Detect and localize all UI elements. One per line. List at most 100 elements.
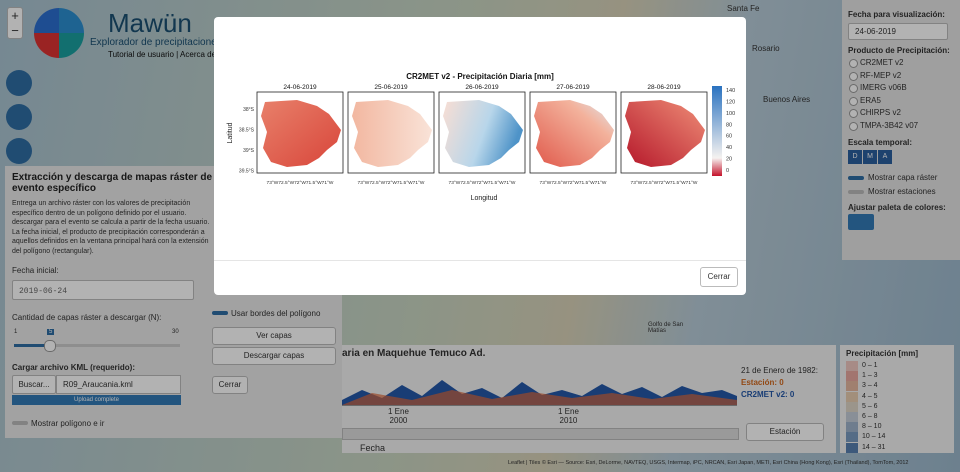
map-label: Golfo de San Matías [648, 322, 684, 334]
hover-date: 21 de Enero de 1982: [741, 366, 818, 375]
radio-label: TMPA-3B42 v07 [860, 120, 919, 130]
radio-label: ERA5 [860, 95, 881, 105]
toggle-label: Mostrar capa ráster [868, 173, 938, 182]
colorbar-label: 80 [726, 122, 732, 128]
y-tick-label: 39.5°S [239, 169, 255, 175]
scale-button[interactable]: A [878, 150, 892, 164]
range-selector[interactable] [342, 428, 739, 440]
heatmap [534, 100, 614, 167]
colorbar-label: 120 [726, 99, 735, 105]
toggle[interactable] [848, 190, 864, 194]
legend-swatch [846, 361, 858, 371]
app-links[interactable]: Tutorial de usuario | Acerca de [108, 50, 217, 59]
app-subtitle: Explorador de precipitaciones [90, 37, 222, 48]
legend-swatch [846, 412, 858, 422]
scale-button[interactable]: M [863, 150, 877, 164]
radio[interactable] [849, 96, 858, 106]
panel-frame [256, 91, 344, 174]
panel-frame [529, 91, 617, 174]
zoom-control[interactable]: + − [7, 7, 23, 39]
legend-label: 6 – 8 [862, 413, 878, 420]
y-tick-label: 38°S [243, 107, 255, 113]
panel-frame [620, 91, 708, 174]
close-button[interactable]: Cerrar [212, 376, 248, 394]
panel-description: Entrega un archivo ráster con los valore… [12, 200, 210, 255]
x-tick-label: 73°W72.5°W72°W71.5°W71°W [449, 180, 516, 186]
x-tick-label: 1 Ene 2010 [558, 407, 579, 425]
panel-date: 27-06-2019 [556, 84, 590, 91]
x-tick-label: 73°W72.5°W72°W71.5°W71°W [540, 180, 607, 186]
legend-label: 4 – 5 [862, 392, 878, 400]
field-label: Fecha para visualización: [848, 10, 945, 19]
view-button[interactable]: Ver capas [212, 327, 336, 345]
colorbar-label: 40 [726, 145, 732, 151]
legend-label: 0 – 1 [862, 362, 878, 369]
series-area [342, 390, 737, 405]
browse-button[interactable]: Buscar... [12, 375, 56, 394]
toggle[interactable] [212, 311, 228, 315]
slider-handle[interactable] [44, 340, 56, 352]
radio[interactable] [849, 59, 858, 68]
slider-min: 1 [14, 329, 18, 335]
toggle-label: Mostrar polígono e ir [31, 419, 105, 428]
x-axis-label: Fecha [360, 443, 386, 453]
attribution: Leaflet | Tiles © Esri — Source: Esri, D… [508, 460, 909, 466]
legend-swatch [846, 401, 858, 412]
upload-progress: Upload complete [12, 395, 181, 405]
date-input[interactable]: 2019-06-24 [12, 280, 194, 300]
toggle[interactable] [848, 176, 864, 180]
x-tick-label: 73°W72.5°W72°W71.5°W71°W [358, 180, 425, 186]
legend-swatch [846, 442, 858, 453]
slider-value: 5 [47, 329, 55, 335]
x-axis [342, 405, 737, 406]
panel-date: 24-06-2019 [283, 84, 317, 91]
colorbar-label: 60 [726, 134, 732, 140]
panel-date: 26-06-2019 [465, 84, 499, 91]
slider-max: 30 [172, 329, 179, 335]
radio[interactable] [849, 71, 858, 81]
legend-swatch [846, 381, 858, 392]
panel-title: Extracción y descarga de mapas ráster de… [12, 172, 213, 194]
station-button[interactable]: Estación [746, 423, 824, 441]
field-label: Cargar archivo KML (requerido): [12, 363, 135, 372]
toggle-label: Usar bordes del polígono [231, 309, 321, 318]
radio-label: CR2MET v2 [860, 58, 904, 67]
radio[interactable] [849, 121, 858, 131]
field-label: Cantidad de capas ráster a descargar (N)… [12, 313, 162, 322]
x-axis-label: Longitud [471, 195, 498, 202]
logo [34, 8, 84, 58]
slider-fill [14, 344, 48, 347]
field-label: Producto de Precipitación: [848, 46, 950, 55]
legend-label: 14 – 31 [862, 443, 886, 451]
toggle-label: Mostrar estaciones [868, 187, 936, 196]
toggle[interactable] [12, 421, 28, 425]
x-tick-label: 73°W72.5°W72°W71.5°W71°W [631, 180, 698, 186]
modal-divider [214, 260, 746, 261]
radio[interactable] [849, 109, 858, 118]
slider-track[interactable] [14, 344, 180, 347]
download-button[interactable]: Descargar capas [212, 347, 336, 365]
y-tick-label: 39°S [243, 148, 255, 154]
map-label: Rosario [752, 44, 780, 53]
colorbar-label: 100 [726, 111, 735, 117]
tool-button[interactable] [6, 104, 32, 130]
scale-button[interactable]: D [848, 150, 862, 164]
field-label: Fecha inicial: [12, 266, 59, 275]
hover-station: Estación: 0 [741, 378, 784, 387]
heatmap [261, 100, 341, 167]
x-tick-label: 1 Ene 2000 [388, 407, 409, 425]
series-plot [342, 380, 737, 405]
tool-button[interactable] [6, 70, 32, 96]
chart-title: aria en Maquehue Temuco Ad. [342, 348, 486, 359]
tool-button[interactable] [6, 138, 32, 164]
date-input[interactable]: 24-06-2019 [848, 23, 948, 40]
colorbar-label: 140 [726, 88, 735, 94]
legend-label: 1 – 3 [862, 372, 878, 380]
legend-swatch [846, 371, 858, 382]
field-label: Ajustar paleta de colores: [848, 203, 946, 212]
modal-close[interactable]: Cerrar [700, 267, 738, 287]
radio[interactable] [849, 84, 858, 93]
palette-button[interactable] [848, 214, 874, 230]
